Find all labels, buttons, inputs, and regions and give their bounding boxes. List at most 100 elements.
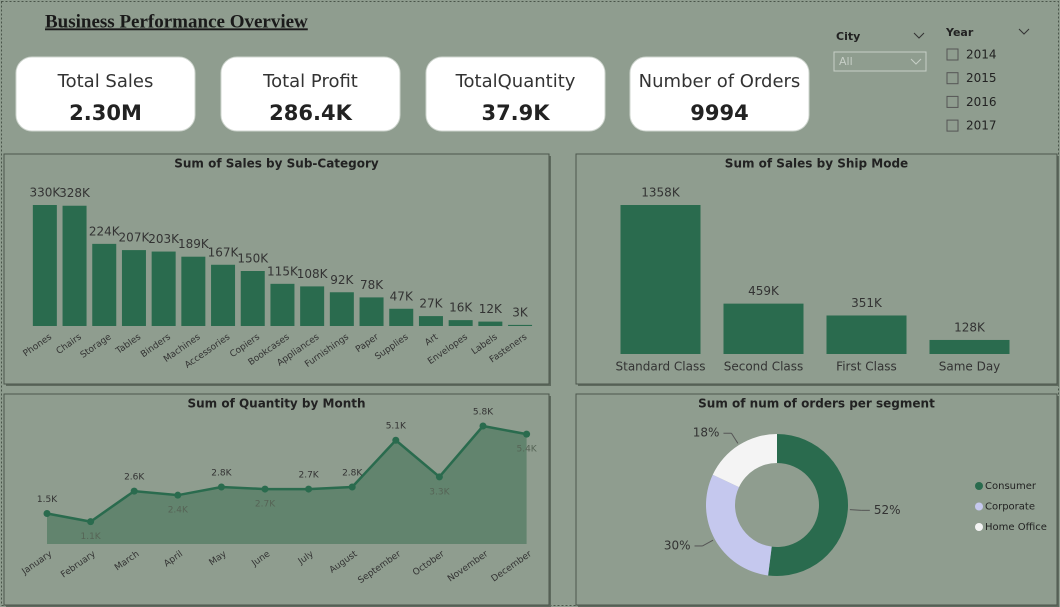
bar <box>121 250 146 326</box>
line <box>46 424 527 523</box>
data-label: 47K <box>390 289 414 303</box>
page-title: Business Performance Overview <box>45 11 308 32</box>
bar <box>300 286 325 326</box>
bar <box>151 251 176 326</box>
data-label: 115K <box>267 264 299 278</box>
panel <box>575 393 1058 606</box>
kpi-card <box>629 56 810 132</box>
bar <box>359 297 384 326</box>
legend-marker <box>975 482 983 490</box>
data-label: 5.4K <box>516 445 537 455</box>
data-label: 16K <box>449 301 473 315</box>
kpi-card <box>15 56 196 132</box>
bar <box>32 205 57 326</box>
kpi-card <box>425 56 606 132</box>
chevron <box>910 58 922 65</box>
data-label: 2.4K <box>168 506 189 516</box>
kpi-label: Number of Orders <box>639 71 801 92</box>
bar <box>723 303 804 354</box>
kpi-label: Total Sales <box>57 71 154 92</box>
panel-title: Sum of num of orders per segment <box>698 397 935 411</box>
data-label: 328K <box>59 186 91 200</box>
point <box>305 485 313 493</box>
leader-line <box>849 509 862 511</box>
checkbox-label: 2014 <box>966 48 997 62</box>
data-label: 128K <box>954 320 986 334</box>
point <box>435 473 443 481</box>
data-label: 92K <box>330 273 354 287</box>
bar <box>418 316 443 326</box>
data-label: 330K <box>29 186 61 200</box>
point <box>392 436 400 444</box>
kpi-value: 2.30M <box>69 101 142 125</box>
data-label: 459K <box>748 284 780 298</box>
bar <box>929 339 1010 354</box>
chevron <box>913 32 925 39</box>
kpi-value: 9994 <box>690 101 748 125</box>
data-label: 224K <box>89 224 121 238</box>
data-label: 2.8K <box>342 469 363 479</box>
data-label: 1358K <box>641 186 681 200</box>
data-label: 3.3K <box>429 487 450 497</box>
bar <box>329 292 354 326</box>
x-tick-label: Second Class <box>724 360 804 374</box>
x-tick-label: First Class <box>836 360 897 374</box>
kpi-card <box>220 56 401 132</box>
checkbox[interactable] <box>946 95 959 108</box>
data-label: 3K <box>512 305 529 319</box>
bar <box>240 271 265 326</box>
bar <box>620 205 701 354</box>
chevron <box>1018 28 1030 35</box>
data-label: 27K <box>419 297 443 311</box>
data-label: 2.7K <box>298 471 319 481</box>
point <box>130 487 138 495</box>
data-label: 2.8K <box>211 469 232 479</box>
bar <box>211 264 236 326</box>
donut-slice <box>768 434 848 576</box>
area <box>47 426 527 544</box>
x-tick-label: Same Day <box>939 360 1001 374</box>
checkbox-label: 2017 <box>966 119 997 133</box>
point <box>87 518 95 526</box>
point <box>479 422 487 430</box>
data-label: 30% <box>664 538 691 552</box>
data-label: 5.1K <box>386 422 407 432</box>
data-label: 78K <box>360 278 384 292</box>
panel-title: Sum of Quantity by Month <box>187 397 365 411</box>
kpi-value: 286.4K <box>269 101 352 125</box>
legend-label: Corporate <box>985 502 1035 513</box>
data-label: 189K <box>178 237 210 251</box>
checkbox-label: 2015 <box>966 71 997 85</box>
point <box>523 430 531 438</box>
point <box>348 483 356 491</box>
kpi-value: 37.9K <box>481 101 550 125</box>
bar <box>508 324 533 326</box>
data-label: 18% <box>693 426 720 440</box>
data-label: 203K <box>148 232 180 246</box>
data-label: 12K <box>479 302 503 316</box>
leader-line <box>731 432 739 444</box>
checkbox[interactable] <box>946 48 959 61</box>
bar <box>92 243 117 326</box>
data-label: 167K <box>208 245 240 259</box>
x-tick-label: Standard Class <box>616 360 706 374</box>
checkbox[interactable] <box>946 119 959 132</box>
bar <box>270 283 295 326</box>
checkbox[interactable] <box>946 72 959 85</box>
bar <box>448 320 473 326</box>
bar <box>389 308 414 326</box>
data-label: 351K <box>851 296 883 310</box>
legend-marker <box>975 523 983 531</box>
kpi-label: TotalQuantity <box>455 71 576 92</box>
filter-label: Year <box>945 26 974 39</box>
panel-title: Sum of Sales by Ship Mode <box>725 157 908 171</box>
data-label: 2.6K <box>124 473 145 483</box>
point <box>174 491 182 499</box>
legend-label: Home Office <box>985 522 1047 533</box>
bar <box>62 205 87 326</box>
filter-label: City <box>836 30 860 43</box>
dropdown[interactable] <box>833 51 927 72</box>
checkbox-label: 2016 <box>966 95 997 109</box>
